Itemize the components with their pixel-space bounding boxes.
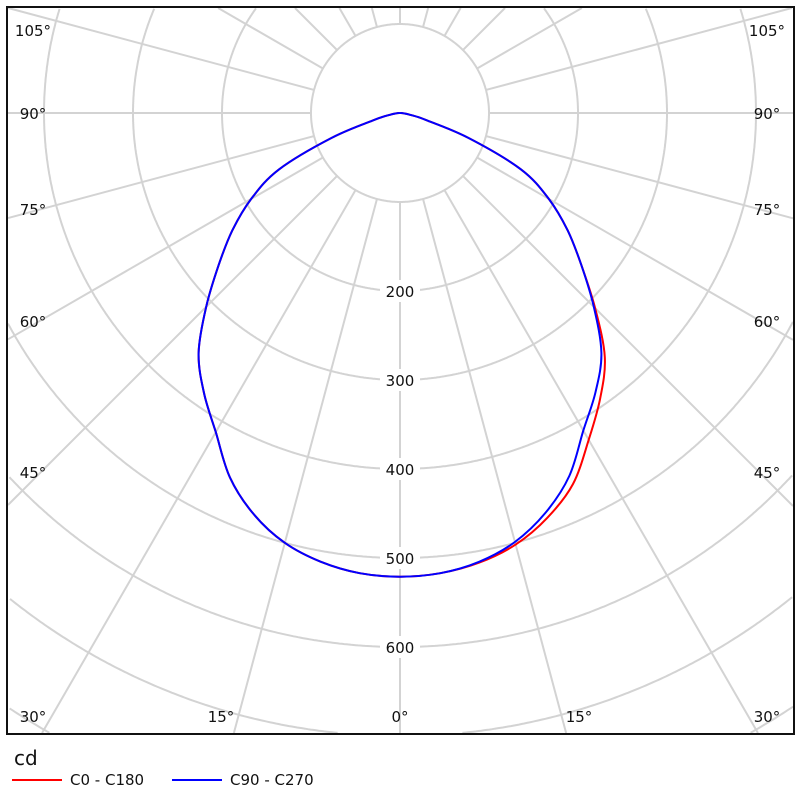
angle-label-left-75: 75° [20,201,47,219]
legend-label: C90 - C270 [230,771,314,789]
series-line-1 [197,112,603,578]
spoke--45 [7,175,338,506]
ring-600 [8,474,793,648]
legend-swatch-blue [172,779,222,781]
angle-label-right-75: 75° [754,201,781,219]
angle-label-left-60: 60° [20,313,47,331]
radial-tick-label: 300 [386,372,415,390]
angle-label-right-15: 15° [566,708,593,726]
unit-label: cd [14,746,38,770]
spoke-120 [476,7,583,70]
spoke-135 [462,7,506,51]
radial-labels: 200 300 400 500 600 [380,280,420,658]
curves [197,112,606,578]
spoke--30 [41,189,357,734]
angle-label-right-90: 90° [754,105,781,123]
spoke-165 [422,7,430,28]
radial-label-bg [380,369,420,391]
angle-labels: 0° 15° 15° 30° 30° 45° 45° 60° 60° 75° 75° 90° 90° 10… [15,22,785,726]
angle-label-left-45: 45° [20,464,47,482]
angle-label-left-15: 15° [208,708,235,726]
ring-800 [9,705,794,734]
spoke-15 [422,198,568,734]
spoke-150 [443,7,462,37]
spoke-75 [485,135,794,220]
radial-label-bg [380,458,420,480]
angle-label-left-90: 90° [20,105,47,123]
plot-frame [6,6,795,735]
angle-label-0: 0° [391,708,408,726]
spoke-30 [443,189,759,734]
angle-label-right-105: 105° [749,22,785,40]
radial-label-bg [380,636,420,658]
ring-300 [132,8,668,381]
radial-tick-label: 500 [386,550,415,568]
ring-500 [7,321,794,559]
radial-label-bg [380,280,420,302]
spoke-105 [485,7,793,91]
spoke--165 [370,7,378,28]
spoke--105 [7,7,315,91]
legend-swatch-red [12,779,62,781]
legend-label: C0 - C180 [70,771,145,789]
angle-label-left-105: 105° [15,22,51,40]
spoke-45 [462,175,794,507]
spoke--15 [232,198,378,734]
legend-item-c0-c180: C0 - C180 [12,771,144,789]
spoke--60 [7,156,324,341]
spoke--75 [7,135,315,220]
spoke--150 [338,7,357,37]
radial-tick-label: 400 [386,461,415,479]
spoke--120 [217,7,324,70]
ring-700 [9,596,793,734]
radial-tick-label: 600 [386,639,415,657]
angle-label-right-30: 30° [754,708,781,726]
spoke-60 [476,156,794,341]
ring-400 [43,8,757,470]
legend-item-c90-c270: C90 - C270 [172,771,314,789]
angle-label-right-60: 60° [754,313,781,331]
radial-tick-label: 200 [386,283,415,301]
series-line-0 [197,112,606,578]
grid [7,7,794,734]
angle-label-left-30: 30° [20,708,47,726]
radial-label-bg [380,547,420,569]
angle-label-right-45: 45° [754,464,781,482]
spoke--135 [294,7,338,51]
